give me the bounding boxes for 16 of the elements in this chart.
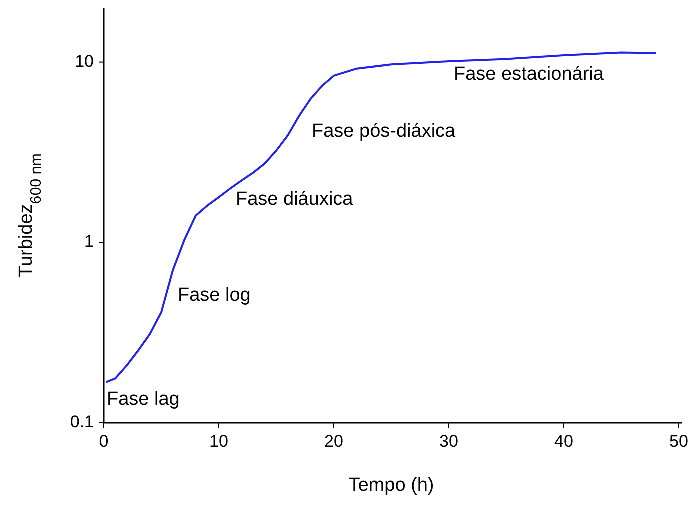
line-series bbox=[105, 52, 657, 384]
y-tick-label: 1 bbox=[84, 232, 94, 252]
annotation: Fase log bbox=[178, 285, 251, 306]
x-tick-label: 40 bbox=[554, 432, 574, 451]
x-tick-label: 0 bbox=[99, 432, 109, 451]
y-tick-label: 0.1 bbox=[70, 412, 94, 432]
annotation: Fase estacionária bbox=[454, 64, 604, 86]
annotation: Fase pós-diáxica bbox=[312, 121, 456, 142]
annotation: Fase lag bbox=[107, 389, 180, 410]
x-tick-label: 50 bbox=[670, 432, 688, 451]
annotation: Fase diáuxica bbox=[236, 189, 354, 210]
y-tick-label: 10 bbox=[75, 52, 94, 71]
x-tick-label: 20 bbox=[324, 432, 344, 451]
x-axis-title: Tempo (h) bbox=[348, 475, 434, 496]
x-tick-label: 30 bbox=[440, 432, 458, 451]
x-tick-label: 10 bbox=[210, 432, 228, 451]
